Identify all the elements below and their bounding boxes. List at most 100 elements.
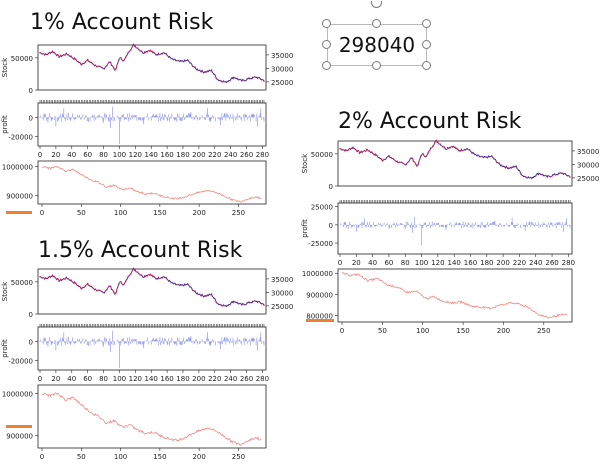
trade-marker <box>170 57 172 60</box>
x-tick-label: 200 <box>192 209 205 217</box>
trade-marker <box>53 275 55 278</box>
trade-marker <box>368 150 371 152</box>
trade-marker <box>561 172 564 174</box>
axes-frame <box>37 326 267 371</box>
x-tick-label: 60 <box>83 151 92 159</box>
trade-marker <box>122 283 125 286</box>
trade-marker <box>203 71 206 73</box>
trade-marker <box>449 147 451 149</box>
resize-handle-bl[interactable] <box>322 61 331 70</box>
rotate-handle[interactable] <box>371 1 382 8</box>
x-tick-label: 280 <box>562 259 575 267</box>
trade-marker <box>232 301 234 304</box>
trade-marker <box>134 269 137 271</box>
resize-handle-l[interactable] <box>322 40 331 49</box>
trade-marker <box>179 59 182 62</box>
resize-handle-t[interactable] <box>372 19 381 28</box>
trade-marker <box>91 62 94 65</box>
trade-marker <box>89 285 91 287</box>
trade-marker <box>146 51 148 53</box>
resize-handle-r[interactable] <box>422 40 431 49</box>
x-tick-label: 100 <box>113 151 126 159</box>
y-tick-label: 50000 <box>11 279 33 287</box>
axes-frame <box>37 268 267 315</box>
trade-marker <box>517 169 520 171</box>
resize-handle-tl[interactable] <box>322 19 331 28</box>
trade-marker <box>405 164 407 166</box>
trade-marker <box>137 47 139 49</box>
trade-marker <box>70 279 72 281</box>
textbox-value[interactable]: 298040 <box>338 33 416 57</box>
trade-marker <box>456 148 459 150</box>
trade-marker <box>395 160 397 163</box>
trade-marker <box>237 302 239 304</box>
trade-marker <box>177 59 179 62</box>
x-tick-label: 220 <box>208 151 221 159</box>
trade-marker <box>103 68 106 70</box>
x-tick-label: 0 <box>40 453 44 461</box>
trade-marker <box>163 276 165 278</box>
x-tick-label: 220 <box>513 259 526 267</box>
trade-marker <box>86 58 89 61</box>
trade-marker <box>46 53 48 56</box>
trade-marker <box>125 280 127 282</box>
trade-marker <box>120 281 122 283</box>
selected-textbox[interactable]: 298040 <box>327 24 427 66</box>
trade-marker <box>253 300 256 302</box>
trade-marker <box>127 51 129 53</box>
trade-marker <box>432 145 434 147</box>
trade-marker <box>151 274 153 277</box>
resize-handle-tr[interactable] <box>422 19 431 28</box>
trade-marker <box>542 174 544 176</box>
trade-marker <box>108 61 110 63</box>
trade-marker <box>260 79 263 81</box>
trade-marker <box>158 277 160 280</box>
axes-frame <box>37 102 267 147</box>
chart-1-5pct-equity-panel: 1000000 900000 0 50 100 150 200 250 <box>2 384 267 461</box>
trade-marker <box>351 147 353 150</box>
trade-marker <box>544 174 547 177</box>
y-tick-label: 50000 <box>11 55 33 63</box>
equity-curve <box>41 165 262 203</box>
trade-marker <box>500 164 503 166</box>
x-tick-label: 260 <box>240 375 253 383</box>
trade-marker <box>41 53 44 55</box>
trade-marker <box>390 157 393 159</box>
y-axis-label: Stock <box>1 281 9 301</box>
x-tick-label: 120 <box>431 259 444 267</box>
trade-marker <box>67 278 70 280</box>
trade-marker <box>515 165 517 167</box>
stock-price-line-b <box>462 148 571 180</box>
y-tick-label: 1000000 <box>302 270 333 278</box>
trade-marker <box>520 173 522 175</box>
trade-marker <box>486 156 488 159</box>
trade-marker <box>75 282 77 284</box>
trade-marker <box>213 73 215 75</box>
trade-marker <box>63 53 65 56</box>
resize-handle-b[interactable] <box>372 61 381 70</box>
trade-marker <box>234 77 237 79</box>
trade-marker <box>117 59 120 62</box>
trade-marker <box>139 273 141 276</box>
x-tick-label: 0 <box>38 151 42 159</box>
trade-marker <box>239 302 241 305</box>
x-tick-label: 280 <box>256 151 269 159</box>
trade-marker <box>96 289 98 292</box>
trade-marker <box>361 151 363 154</box>
x-tick-label: 240 <box>529 259 542 267</box>
trade-marker <box>91 286 94 289</box>
trade-marker <box>429 147 432 149</box>
trade-marker <box>184 284 187 286</box>
trade-marker <box>115 291 117 293</box>
resize-handle-br[interactable] <box>422 61 431 70</box>
trade-marker <box>383 158 385 161</box>
trade-marker <box>160 52 163 55</box>
chart-title-2pct: 2% Account Risk <box>338 109 522 134</box>
trade-marker <box>194 290 196 292</box>
x-tick-label: 80 <box>99 375 108 383</box>
trade-marker <box>206 71 208 73</box>
y-tick-label: 25000 <box>271 303 293 311</box>
trade-marker <box>225 80 227 83</box>
axes-frame <box>37 44 267 91</box>
x-tick-label: 60 <box>83 375 92 383</box>
